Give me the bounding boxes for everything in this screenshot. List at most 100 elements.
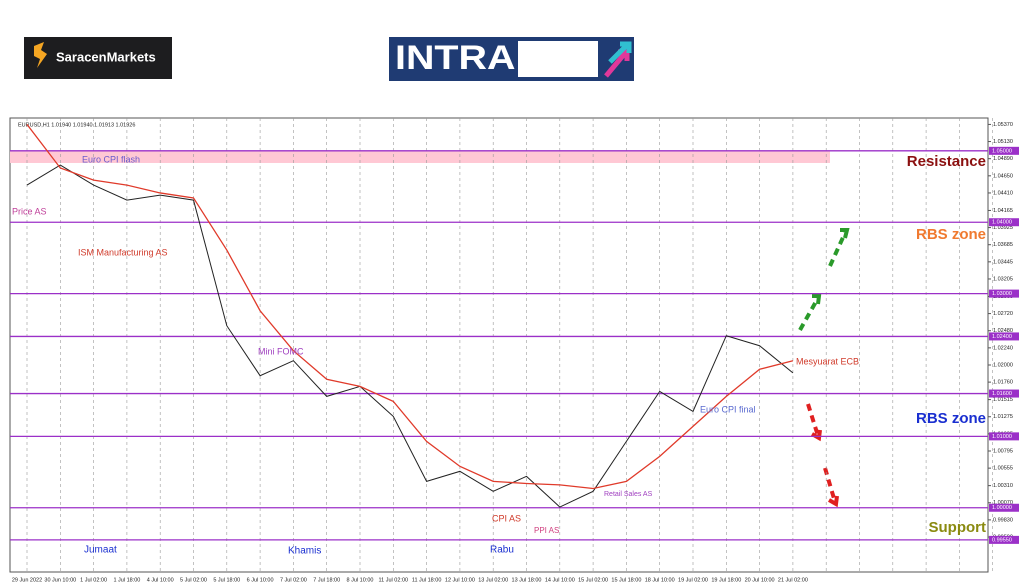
x-tick-label: 4 Jul 10:00 xyxy=(147,577,174,583)
y-tick-label: 1.00070 xyxy=(993,500,1013,506)
y-tick-label: 1.03925 xyxy=(993,225,1013,231)
logo-arrow xyxy=(608,41,632,64)
x-tick-label: 13 Jul 18:00 xyxy=(512,577,542,583)
annotation: Mesyuarat ECB xyxy=(796,356,859,366)
x-tick-label: 19 Jul 02:00 xyxy=(678,577,708,583)
y-tick-label: 1.04650 xyxy=(993,173,1013,179)
x-tick-label: 21 Jul 02:00 xyxy=(778,577,808,583)
level-label: 1.04000 xyxy=(992,220,1012,226)
y-tick-label: 1.04165 xyxy=(993,208,1013,214)
logo-box xyxy=(518,41,598,77)
x-tick-label: 15 Jul 18:00 xyxy=(611,577,641,583)
symbol-info: EURUSD,H1 1.01940 1.01940 1.01913 1.0192… xyxy=(18,122,135,128)
x-tick-label: 18 Jul 10:00 xyxy=(645,577,675,583)
x-tick-label: 14 Jul 10:00 xyxy=(545,577,575,583)
level-label: 1.03000 xyxy=(992,291,1012,297)
zone-label: Support xyxy=(929,519,987,536)
y-tick-label: 1.03685 xyxy=(993,242,1013,248)
x-tick-label: 20 Jul 10:00 xyxy=(745,577,775,583)
arrow-head xyxy=(812,294,822,305)
resistance-band xyxy=(10,150,830,163)
arrow-head xyxy=(840,228,850,239)
level-tag xyxy=(989,146,1019,155)
y-tick-label: 1.01275 xyxy=(993,414,1013,420)
logo-text: INTRADAY xyxy=(395,39,595,77)
x-tick-label: 30 Jun 10:00 xyxy=(44,577,76,583)
annotation: Euro CPI flash xyxy=(82,154,140,164)
y-tick-label: 1.04410 xyxy=(993,190,1013,196)
y-tick-label: 1.00310 xyxy=(993,483,1013,489)
x-tick-label: 12 Jul 10:00 xyxy=(445,577,475,583)
y-tick-label: 1.00795 xyxy=(993,448,1013,454)
up-arrow xyxy=(798,297,820,331)
brand-name: SaracenMarkets xyxy=(56,49,156,64)
y-tick-label: 1.04890 xyxy=(993,156,1013,162)
zone-label: RBS zone xyxy=(916,410,986,427)
level-tag xyxy=(989,332,1019,341)
arrow-head xyxy=(811,429,822,442)
up-arrow xyxy=(828,232,847,267)
annotation: ISM Manufacturing AS xyxy=(78,247,168,257)
level-label: 0.99550 xyxy=(992,537,1012,543)
down-arrow xyxy=(806,403,820,437)
x-tick-label: 19 Jul 18:00 xyxy=(711,577,741,583)
x-tick-label: 11 Jul 02:00 xyxy=(379,577,409,583)
brand-icon xyxy=(34,42,47,68)
y-tick-label: 1.05370 xyxy=(993,122,1013,128)
x-tick-label: 1 Jul 18:00 xyxy=(113,577,140,583)
x-tick-label: 1 Jul 02:00 xyxy=(80,577,107,583)
plot-frame xyxy=(9,117,989,573)
arrow-head xyxy=(828,495,839,508)
y-tick-label: 0.99830 xyxy=(993,517,1013,523)
x-tick-label: 11 Jul 18:00 xyxy=(412,577,442,583)
annotation: CPI AS xyxy=(492,513,521,523)
annotation: Mini FOMC xyxy=(258,346,304,356)
trend-arrows xyxy=(798,228,850,508)
level-tag xyxy=(989,218,1019,227)
y-tick-label: 1.02000 xyxy=(993,362,1013,368)
x-tick-label: 7 Jul 18:00 xyxy=(313,577,340,583)
x-tick-label: 6 Jul 10:00 xyxy=(247,577,274,583)
zone-label: RBS zone xyxy=(916,226,986,243)
level-label: 1.00000 xyxy=(992,505,1012,511)
level-label: 1.05000 xyxy=(992,148,1012,154)
x-tick-label: 13 Jul 02:00 xyxy=(478,577,508,583)
annotation: Khamis xyxy=(288,546,321,557)
annotation: Euro CPI final xyxy=(700,404,756,414)
moving-average xyxy=(26,124,794,490)
level-tag xyxy=(989,432,1019,441)
y-tick-label: 1.05130 xyxy=(993,139,1013,145)
level-label: 1.01600 xyxy=(992,391,1012,397)
annotation: Jumaat xyxy=(84,545,117,556)
down-arrow xyxy=(823,467,837,503)
level-tag xyxy=(989,503,1019,512)
x-tick-label: 5 Jul 18:00 xyxy=(213,577,240,583)
annotation: PPI AS xyxy=(534,526,559,535)
x-tick-label: 8 Jul 10:00 xyxy=(347,577,374,583)
price-line xyxy=(26,164,794,508)
level-label: 1.02400 xyxy=(992,334,1012,340)
y-tick-label: 1.00555 xyxy=(993,466,1013,472)
y-tick-label: 1.01515 xyxy=(993,397,1013,403)
zone-label: Resistance xyxy=(907,153,986,170)
annotation: Rabu xyxy=(490,545,514,556)
level-tag xyxy=(989,535,1019,544)
level-tag xyxy=(989,289,1019,298)
y-tick-label: 1.01760 xyxy=(993,380,1013,386)
y-tick-label: 1.02720 xyxy=(993,311,1013,317)
annotation: Retail Sales AS xyxy=(604,491,653,498)
brand-logo xyxy=(24,37,172,79)
x-tick-label: 15 Jul 02:00 xyxy=(578,577,608,583)
x-tick-label: 29 Jun 2022 xyxy=(12,577,42,583)
y-tick-label: 1.03205 xyxy=(993,276,1013,282)
x-tick-label: 7 Jul 02:00 xyxy=(280,577,307,583)
y-tick-label: 1.02480 xyxy=(993,328,1013,334)
level-label: 1.01000 xyxy=(992,434,1012,440)
level-tag xyxy=(989,389,1019,398)
x-tick-label: 5 Jul 02:00 xyxy=(180,577,207,583)
annotation: Price AS xyxy=(12,206,47,216)
y-tick-label: 1.02240 xyxy=(993,345,1013,351)
y-tick-label: 1.03445 xyxy=(993,259,1013,265)
